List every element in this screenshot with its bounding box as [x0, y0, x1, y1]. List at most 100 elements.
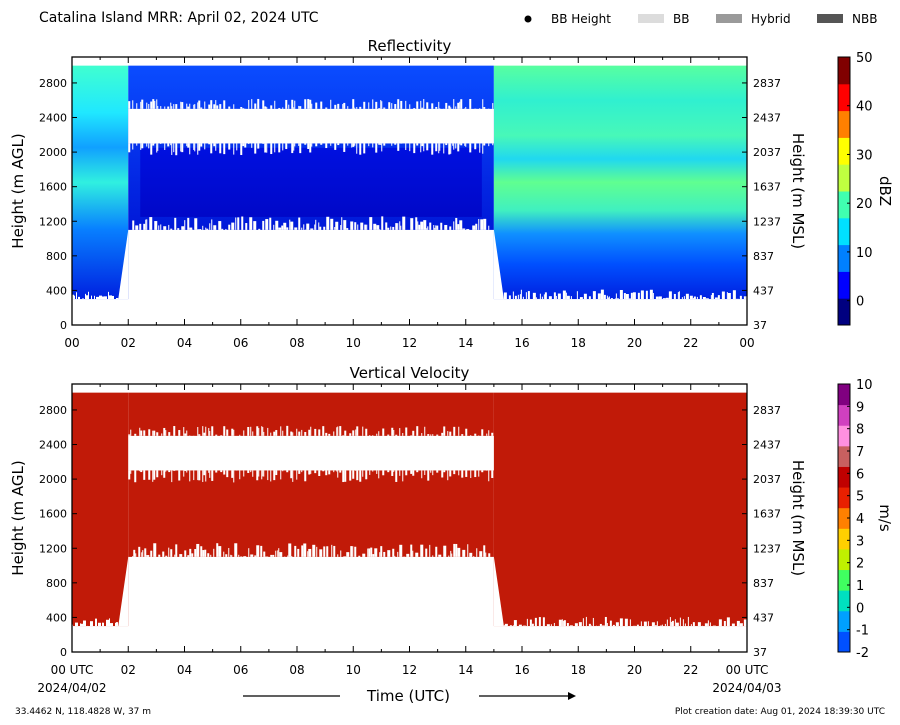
- x-tick-label: 22: [683, 336, 698, 350]
- y-tick-label: 2000: [39, 146, 67, 159]
- legend-swatch: [817, 14, 843, 23]
- y2-tick-label: 437: [753, 284, 774, 297]
- y-tick-label: 1200: [39, 215, 67, 228]
- colorbar-label: m/s: [876, 504, 894, 532]
- x-tick-label: 02: [121, 336, 136, 350]
- colorbar-tick-label: 3: [856, 534, 864, 549]
- y2-tick-label: 837: [753, 250, 774, 263]
- field-segment-0: [72, 392, 129, 627]
- colorbar-tick-label: 0: [856, 295, 864, 310]
- y2-tick-label: 837: [753, 577, 774, 590]
- colorbar-band: [838, 244, 850, 272]
- y2-tick-label: 2837: [753, 77, 781, 90]
- colorbar: -2 -1 0 1 2 3 4 5 6 7 8 9 10: [837, 378, 873, 661]
- y-tick-label: 2800: [39, 404, 67, 417]
- x-tick-label: 02: [121, 663, 136, 677]
- panel-title: Vertical Velocity: [350, 364, 470, 382]
- legend-bb-height-marker: [524, 15, 532, 23]
- legend-label: NBB: [852, 12, 877, 26]
- legend-label: BB Height: [551, 12, 611, 26]
- colorbar-tick-label: -2: [856, 646, 869, 661]
- x-tick-label: 00: [739, 336, 754, 350]
- x-tick-label: 06: [233, 663, 248, 677]
- colorbar-band: [838, 590, 850, 612]
- colorbar-band: [838, 631, 850, 653]
- legend: BB Height BB Hybrid NBB: [524, 12, 877, 26]
- colorbar-band: [838, 110, 850, 138]
- colorbar-tick-label: 4: [856, 512, 864, 527]
- x-tick-label: 16: [514, 663, 529, 677]
- colorbar-band: [838, 610, 850, 632]
- colorbar-tick-label: 8: [856, 423, 864, 438]
- x-tick-label: 18: [571, 336, 586, 350]
- y2-axis-label: Height (m MSL): [789, 460, 807, 576]
- field-segment-1: [128, 392, 494, 557]
- y-tick-label: 0: [60, 646, 67, 659]
- x-tick-label: 14: [458, 663, 473, 677]
- x-tick-label: 12: [402, 336, 417, 350]
- x-tick-label: 00 UTC: [51, 663, 94, 677]
- figure-title: Catalina Island MRR: April 02, 2024 UTC: [39, 10, 319, 26]
- x-tick-label: 00: [64, 336, 79, 350]
- y2-tick-label: 2037: [753, 473, 781, 486]
- y-tick-label: 0: [60, 319, 67, 332]
- y2-tick-label: 1237: [753, 542, 781, 555]
- field-segment-late: [493, 65, 747, 300]
- colorbar-band: [838, 445, 850, 467]
- colorbar-label: dBZ: [876, 176, 894, 206]
- colorbar-band: [838, 487, 850, 509]
- colorbar-tick-label: 7: [856, 445, 864, 460]
- colorbar-band: [838, 137, 850, 165]
- panel-title: Reflectivity: [368, 37, 452, 55]
- radar-field: [72, 392, 747, 627]
- colorbar-tick-label: 5: [856, 490, 864, 505]
- y-tick-label: 2400: [39, 112, 67, 125]
- colorbar-tick-label: 10: [856, 378, 873, 393]
- x-tick-label: 00 UTC: [726, 663, 769, 677]
- colorbar-band: [838, 217, 850, 246]
- field-segment-2: [493, 392, 747, 627]
- x-tick-label: 20: [627, 663, 642, 677]
- legend-label: Hybrid: [751, 12, 791, 26]
- colorbar-band: [838, 425, 850, 447]
- x-start-date: 2024/04/02: [37, 681, 106, 695]
- colorbar-tick-label: 0: [856, 601, 864, 616]
- y2-tick-label: 2437: [753, 112, 781, 125]
- y2-tick-label: 2837: [753, 404, 781, 417]
- colorbar-frame: [837, 56, 851, 326]
- legend-label: BB: [673, 12, 689, 26]
- x-tick-label: 14: [458, 336, 473, 350]
- colorbar-band: [838, 404, 850, 426]
- x-tick-label: 22: [683, 663, 698, 677]
- x-tick-label: 20: [627, 336, 642, 350]
- colorbar-tick-label: 10: [856, 246, 873, 261]
- colorbar-band: [838, 569, 850, 591]
- y2-tick-label: 1237: [753, 215, 781, 228]
- x-tick-label: 10: [346, 336, 361, 350]
- colorbar-tick-label: 20: [856, 197, 873, 212]
- y-tick-label: 800: [46, 250, 67, 263]
- plot-creation-date: Plot creation date: Aug 01, 2024 18:39:3…: [675, 707, 885, 717]
- y-tick-label: 1200: [39, 542, 67, 555]
- colorbar-band: [838, 466, 850, 488]
- x-axis-label: Time (UTC): [366, 687, 450, 705]
- colorbar-tick-label: 9: [856, 400, 864, 415]
- colorbar-band: [838, 83, 850, 112]
- field-ramp: [118, 229, 129, 300]
- y-tick-label: 1600: [39, 181, 67, 194]
- field-segment-early: [72, 65, 129, 300]
- x-tick-label: 08: [289, 663, 304, 677]
- x-tick-label: 04: [177, 336, 192, 350]
- colorbar-band: [838, 384, 850, 406]
- reflectivity-panel: Reflectivity0400800120016002000240028003…: [9, 37, 894, 350]
- y2-tick-label: 37: [753, 646, 767, 659]
- colorbar-band: [838, 57, 850, 85]
- station-coordinates: 33.4462 N, 118.4828 W, 37 m: [15, 707, 151, 717]
- colorbar-tick-label: 30: [856, 148, 873, 163]
- colorbar-band: [838, 191, 850, 219]
- colorbar-tick-label: 2: [856, 557, 864, 572]
- y-tick-label: 1600: [39, 508, 67, 521]
- y-axis-label: Height (m AGL): [9, 460, 27, 575]
- y2-tick-label: 2037: [753, 146, 781, 159]
